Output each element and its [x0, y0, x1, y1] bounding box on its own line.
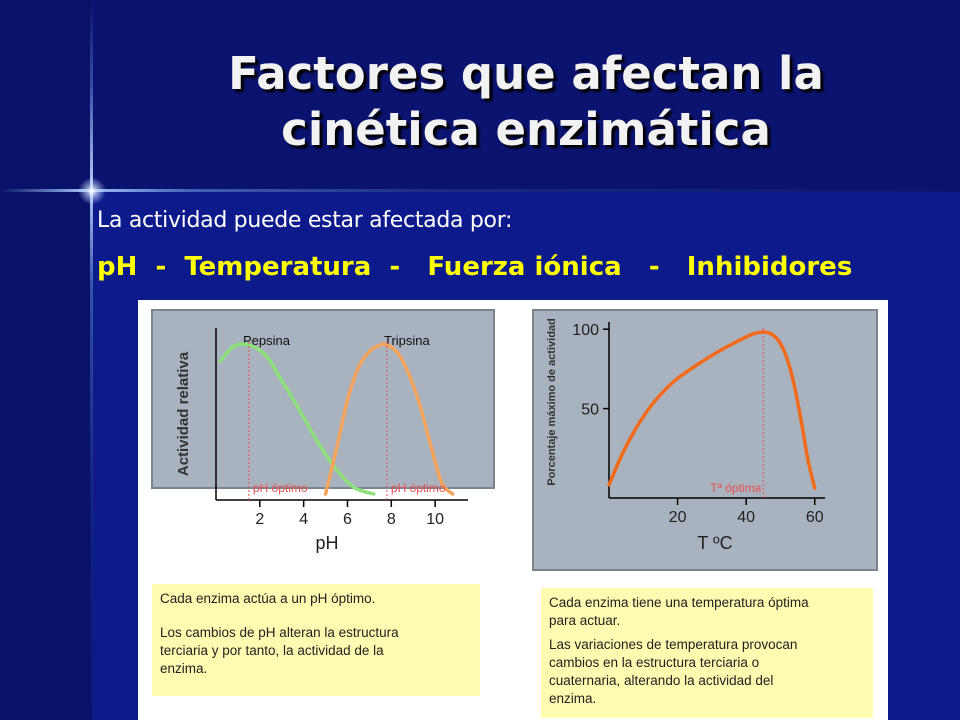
ph-note-line-1: Cada enzima actúa a un pH óptimo. [160, 591, 376, 606]
temperature-x-tick-label: 60 [806, 509, 824, 526]
ph-note-line-4: enzima. [160, 661, 208, 676]
temperature-x-tick-label: 40 [737, 509, 755, 526]
slide-subtitle: La actividad puede estar afectada por: [97, 208, 513, 233]
ph-x-tick-label: 8 [387, 511, 396, 528]
legend-tripsina: Tripsina [384, 333, 431, 348]
ph-optimum-label: pH óptimo [253, 481, 308, 495]
temperature-y-tick-label: 50 [581, 402, 599, 419]
temperature-optimum-label: Tª óptima [710, 481, 761, 495]
ph-x-tick-label: 2 [255, 511, 264, 528]
ph-x-tick-label: 10 [426, 511, 444, 528]
temperature-y-axis-label: Porcentaje máximo de actividad [546, 318, 558, 486]
temperature-note: Cada enzima tiene una temperatura óptima… [541, 588, 873, 718]
ph-x-tick-label: 6 [343, 511, 352, 528]
temperature-x-tick-label: 20 [669, 509, 687, 526]
pepsina-curve [218, 342, 376, 496]
ph-y-axis-label: Actividad relativa [175, 351, 192, 476]
ph-x-axis-label: pH [315, 533, 338, 553]
temperature-y-tick-label: 100 [572, 322, 599, 339]
slide-title: Factores que afectan la cinética enzimát… [92, 46, 960, 158]
temperature-chart-background [532, 309, 878, 571]
tripsina-curve [323, 342, 455, 496]
temperature-note-line-3: Las variaciones de temperatura provocan [549, 637, 798, 652]
temperature-chart: T ºC Porcentaje máximo de actividad 20 40… [525, 302, 885, 572]
temperature-note-line-1: Cada enzima tiene una temperatura óptima [549, 595, 809, 610]
temperature-note-line-2: para actuar. [549, 613, 621, 628]
temperature-x-axis-label: T ºC [697, 533, 732, 553]
left-band [0, 0, 92, 720]
temperature-curve [607, 330, 817, 490]
ph-chart-background [151, 309, 495, 489]
glow-line-horizontal [0, 189, 960, 192]
title-line-1: Factores que afectan la [228, 47, 824, 100]
factors-list: pH - Temperatura - Fuerza iónica - Inhib… [97, 252, 853, 282]
ph-note-line-2: Los cambios de pH alteran la estructura [160, 625, 399, 640]
temperature-note-line-4: cambios en la estructura terciaria o [549, 655, 760, 670]
ph-x-tick-label: 4 [299, 511, 308, 528]
title-line-2: cinética enzimática [281, 103, 771, 156]
legend-pepsina: Pepsina [243, 333, 291, 348]
title-band [0, 0, 960, 192]
ph-note-line-3: terciaria y por tanto, la actividad de l… [160, 643, 384, 658]
temperature-note-line-6: enzima. [549, 691, 597, 706]
ph-note: Cada enzima actúa a un pH óptimo. Los ca… [152, 584, 480, 696]
ph-chart: Actividad relativa pH Pepsina Tripsina 2… [142, 302, 502, 572]
figure-panel: Actividad relativa pH Pepsina Tripsina 2… [138, 300, 888, 720]
temperature-note-line-5: cuaternaria, alterando la actividad del [549, 673, 774, 688]
sparkle-icon [78, 177, 106, 205]
glow-line-vertical [90, 0, 93, 720]
ph-optimum-label: pH óptimo [391, 481, 446, 495]
temperature-chart-svg: T ºC Porcentaje máximo de actividad 20 40… [532, 309, 878, 571]
ph-chart-svg: Actividad relativa pH Pepsina Tripsina 2… [151, 309, 495, 553]
